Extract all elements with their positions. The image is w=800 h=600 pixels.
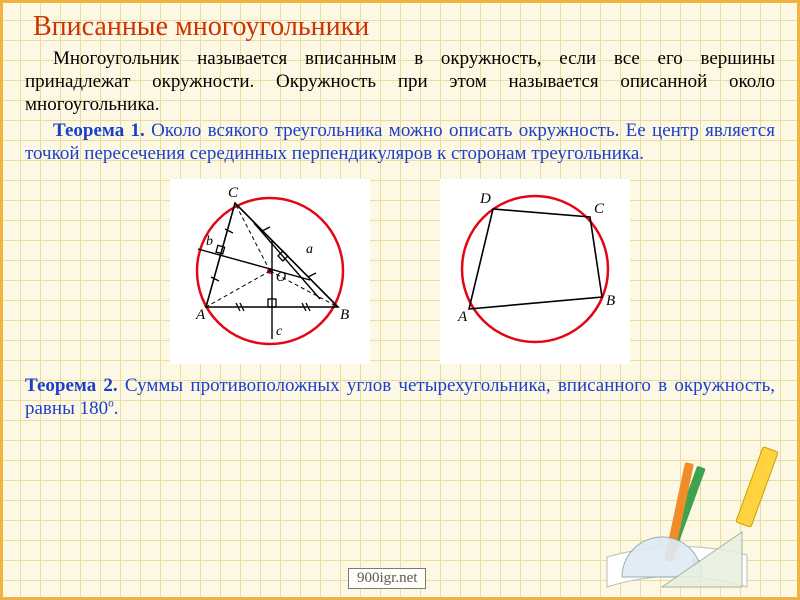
svg-text:O: O xyxy=(276,270,286,285)
figure-quadrilateral: A B C D xyxy=(440,179,630,364)
svg-text:C: C xyxy=(228,185,239,201)
figure-triangle: A B C O a b c xyxy=(170,179,370,364)
svg-text:A: A xyxy=(457,309,468,325)
svg-text:b: b xyxy=(206,234,213,249)
theorem-2: Теорема 2. Суммы противоположных углов ч… xyxy=(25,374,775,420)
theorem-2-tail: . xyxy=(114,398,119,419)
theorem-2-label: Теорема 2. xyxy=(25,375,118,396)
source-link[interactable]: 900igr.net xyxy=(348,568,426,589)
page-title: Вписанные многоугольники xyxy=(25,11,775,43)
svg-text:B: B xyxy=(340,307,349,323)
svg-text:c: c xyxy=(276,324,283,339)
svg-text:D: D xyxy=(479,191,491,207)
theorem-1-label: Теорема 1. xyxy=(53,120,145,141)
svg-text:A: A xyxy=(195,307,206,323)
figures-row: A B C O a b c A B C D xyxy=(25,179,775,364)
theorem-2-text: Суммы противоположных углов четырехуголь… xyxy=(25,375,775,419)
svg-text:C: C xyxy=(594,201,605,217)
stationery-decoration xyxy=(567,437,797,597)
theorem-1: Теорема 1. Около всякого треугольника мо… xyxy=(25,119,775,165)
definition-paragraph: Многоугольник называется вписанным в окр… xyxy=(25,47,775,117)
svg-text:a: a xyxy=(306,242,313,257)
svg-text:B: B xyxy=(606,293,615,309)
